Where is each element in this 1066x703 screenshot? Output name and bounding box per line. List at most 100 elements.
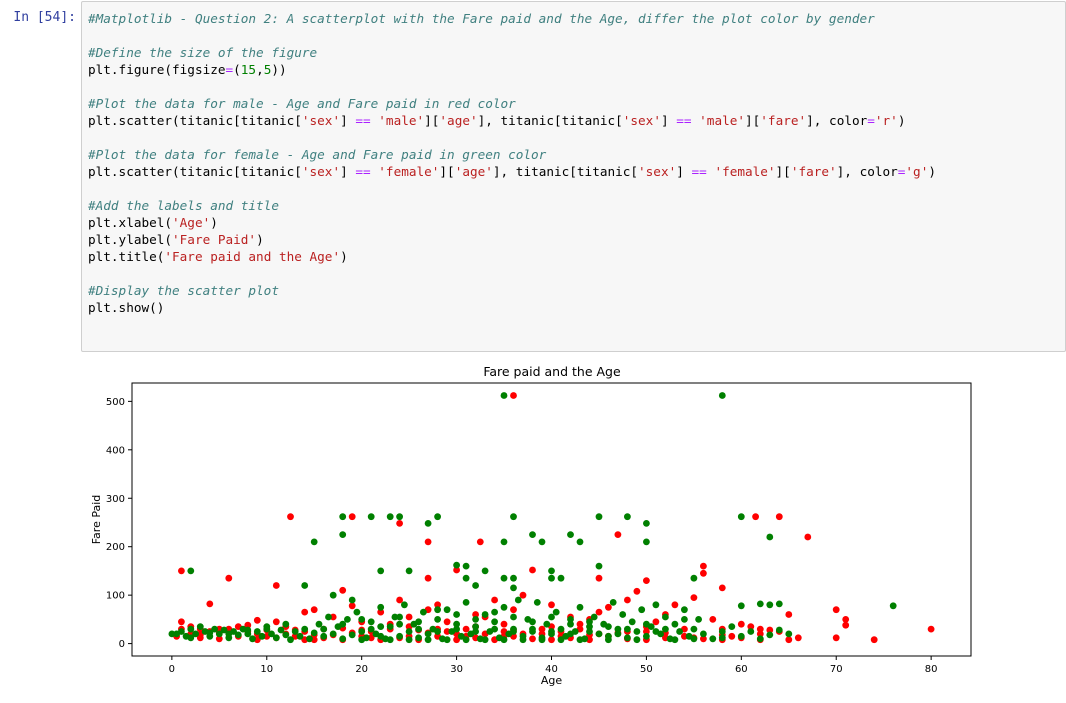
scatter-point-series-0-71 — [291, 632, 299, 640]
cell-output: Fare paid and the Age 0 10 20 30 40 50 60 70 80 … — [81, 358, 1066, 699]
scatter-point-series-1-205 — [510, 613, 517, 621]
scatter-point-series-0-12 — [476, 538, 484, 546]
scatter-point-series-1-186 — [538, 636, 546, 644]
code-token: plt.ylabel( — [88, 232, 173, 247]
scatter-point-series-1-161 — [737, 632, 745, 640]
scatter-point-series-1-51 — [196, 623, 204, 630]
scatter-point-series-0-41 — [605, 603, 612, 611]
code-token: ] — [676, 164, 692, 179]
code-editor[interactable]: #Matplotlib - Question 2: A scatterplot … — [88, 10, 936, 316]
x-tick-label: 50 — [640, 664, 653, 675]
scatter-point-series-0-106 — [529, 635, 536, 643]
scatter-point-series-1-28 — [548, 574, 555, 582]
scatter-point-series-1-70 — [287, 636, 294, 644]
scatter-point-series-1-152 — [676, 628, 683, 635]
y-tick-label: 100 — [106, 591, 125, 602]
scatter-point-series-0-119 — [766, 626, 774, 634]
code-token: #Plot the data for male - Age and Fare p… — [88, 96, 516, 111]
code-token: #Matplotlib - Question 2: A scatterplot … — [88, 11, 875, 26]
code-token: 'r' — [874, 113, 898, 128]
scatter-point-series-1-19 — [500, 392, 508, 399]
code-token: 'sex' — [301, 113, 341, 128]
scatter-point-series-1-131 — [576, 603, 584, 611]
scatter-point-series-0-32 — [756, 630, 764, 638]
code-token: #Define the size of the figure — [88, 45, 318, 60]
scatter-point-series-1-68 — [277, 626, 285, 634]
scatter-point-series-1-11 — [405, 567, 413, 575]
x-tick-label: 60 — [735, 664, 748, 675]
code-token: ] — [340, 164, 356, 179]
scatter-point-series-1-183 — [510, 628, 517, 635]
scatter-point-series-0-26 — [842, 621, 850, 629]
scatter-point-series-0-48 — [519, 591, 527, 599]
scatter-point-series-1-201 — [434, 606, 441, 614]
scatter-point-series-1-169 — [377, 632, 385, 640]
scatter-point-series-0-0 — [178, 567, 185, 575]
code-cell-input[interactable]: #Matplotlib - Question 2: A scatterplot … — [81, 1, 1066, 352]
scatter-point-series-1-40 — [737, 602, 745, 610]
scatter-point-series-1-213 — [662, 625, 669, 633]
scatter-point-series-1-158 — [709, 635, 717, 643]
code-line: ​ — [88, 27, 936, 44]
scatter-point-series-1-163 — [756, 635, 764, 643]
scatter-point-series-0-148 — [643, 628, 650, 635]
scatter-point-series-0-46 — [548, 601, 555, 609]
scatter-point-series-1-37 — [690, 574, 698, 582]
code-token: plt.scatter(titanic[titanic[ — [88, 113, 302, 128]
scatter-point-series-1-50 — [192, 630, 199, 638]
scatter-point-series-1-12 — [424, 520, 432, 527]
scatter-point-series-0-166 — [832, 634, 840, 642]
scatter-point-series-1-200 — [415, 618, 422, 626]
scatter-point-series-0-25 — [842, 616, 850, 623]
scatter-point-series-1-153 — [681, 606, 688, 614]
scatter-point-series-1-25 — [529, 531, 536, 538]
scatter-point-series-0-11 — [453, 566, 460, 574]
scatter-point-series-0-34 — [728, 632, 736, 640]
code-token: 'fare' — [760, 113, 807, 128]
code-token: )) — [271, 62, 287, 77]
scatter-point-series-1-126 — [552, 608, 560, 616]
code-line: ​ — [88, 129, 936, 146]
scatter-point-series-1-180 — [481, 636, 489, 644]
code-token: 'Fare Paid' — [172, 232, 257, 247]
scatter-point-series-1-21 — [500, 574, 508, 582]
scatter-point-series-1-1 — [301, 582, 309, 589]
scatter-point-series-0-5 — [301, 608, 309, 616]
scatter-point-series-1-179 — [472, 628, 479, 635]
x-tick-label: 70 — [830, 664, 843, 675]
scatter-point-series-0-31 — [794, 634, 802, 642]
scatter-point-series-1-31 — [576, 538, 584, 546]
scatter-point-series-1-197 — [690, 635, 698, 643]
scatter-point-series-1-78 — [325, 613, 332, 621]
scatter-point-series-1-224 — [187, 634, 195, 642]
scatter-point-series-1-22 — [510, 513, 517, 521]
scatter-point-series-1-63 — [253, 628, 261, 635]
code-token: ) — [340, 249, 348, 264]
scatter-point-series-1-210 — [605, 623, 612, 630]
scatter-point-series-0-35 — [690, 594, 698, 601]
scatter-point-series-0-8 — [396, 520, 403, 527]
scatter-point-series-1-127 — [557, 625, 565, 633]
scatter-point-series-0-49 — [510, 606, 517, 614]
scatter-point-series-0-53 — [472, 611, 479, 618]
scatter-point-series-1-23 — [510, 574, 517, 582]
scatter-point-series-1-99 — [424, 630, 432, 638]
scatter-point-series-1-66 — [268, 630, 275, 638]
cell-prompt: In [54]: — [13, 10, 76, 25]
scatter-point-series-1-198 — [718, 634, 726, 642]
scatter-point-series-1-16 — [462, 574, 470, 582]
scatter-point-series-0-29 — [785, 611, 793, 618]
scatter-point-series-1-59 — [234, 631, 242, 639]
scatter-point-series-1-215 — [320, 625, 328, 633]
scatter-point-series-1-184 — [519, 636, 527, 644]
scatter-point-series-1-94 — [401, 601, 408, 609]
code-line: #Matplotlib - Question 2: A scatterplot … — [88, 10, 936, 27]
scatter-point-series-0-147 — [196, 634, 204, 642]
code-line: #Define the size of the figure — [88, 44, 936, 61]
scatter-point-series-0-39 — [633, 587, 641, 595]
scatter-point-series-1-64 — [258, 632, 266, 640]
scatter-point-series-1-105 — [453, 620, 460, 628]
y-tick-label: 200 — [106, 542, 125, 553]
scatter-point-series-1-77 — [320, 632, 328, 640]
code-token: ], titanic[titanic[ — [492, 164, 639, 179]
